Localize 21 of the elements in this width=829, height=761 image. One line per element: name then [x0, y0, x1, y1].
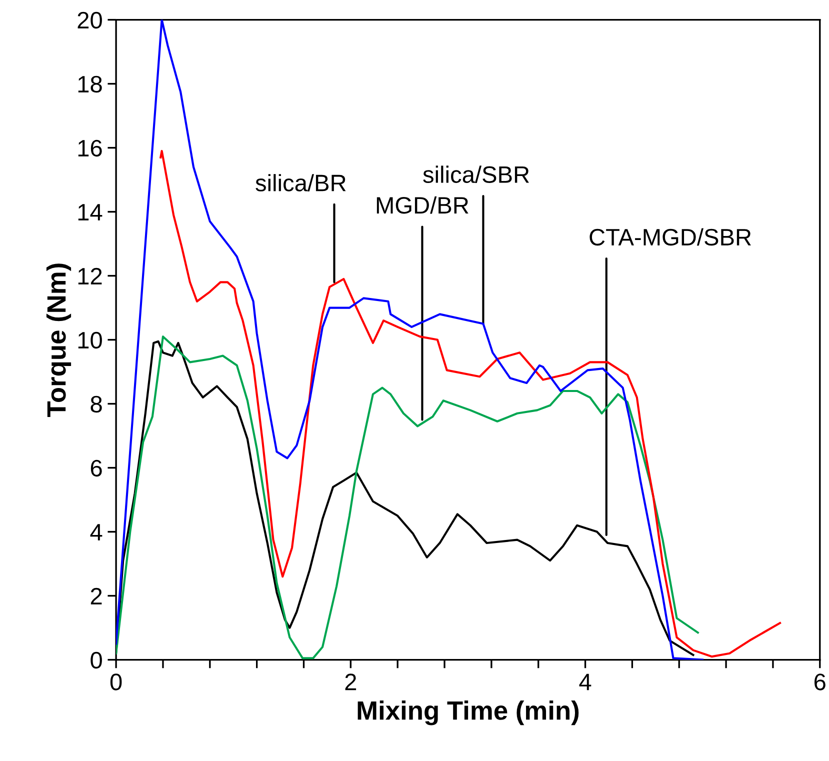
y-tick-label: 18 — [78, 76, 102, 93]
annotation: silica/BR — [256, 174, 346, 192]
annotation: CTA-MGD/SBR — [590, 228, 751, 246]
y-tick-label: 8 — [90, 396, 102, 413]
x-tick-label: 2 — [345, 674, 356, 690]
annotation: silica/SBR — [423, 166, 529, 184]
y-tick-label: 2 — [90, 588, 102, 604]
y-tick-label: 10 — [78, 332, 102, 349]
y-tick-label: 14 — [78, 204, 102, 220]
y-axis-title: Torque (Nm) — [46, 264, 72, 417]
x-tick-label: 6 — [814, 674, 826, 690]
annotation: MGD/BR — [376, 196, 468, 214]
x-tick-label: 4 — [579, 674, 592, 690]
y-tick-label: 4 — [90, 524, 102, 540]
x-axis-title: Mixing Time (min) — [358, 700, 579, 726]
x-tick-label: 0 — [110, 674, 122, 690]
y-tick-label: 20 — [78, 12, 102, 29]
y-tick-label: 6 — [90, 460, 102, 477]
y-tick-label: 0 — [90, 652, 102, 669]
y-tick-label: 16 — [78, 140, 102, 157]
y-tick-label: 12 — [78, 268, 102, 284]
